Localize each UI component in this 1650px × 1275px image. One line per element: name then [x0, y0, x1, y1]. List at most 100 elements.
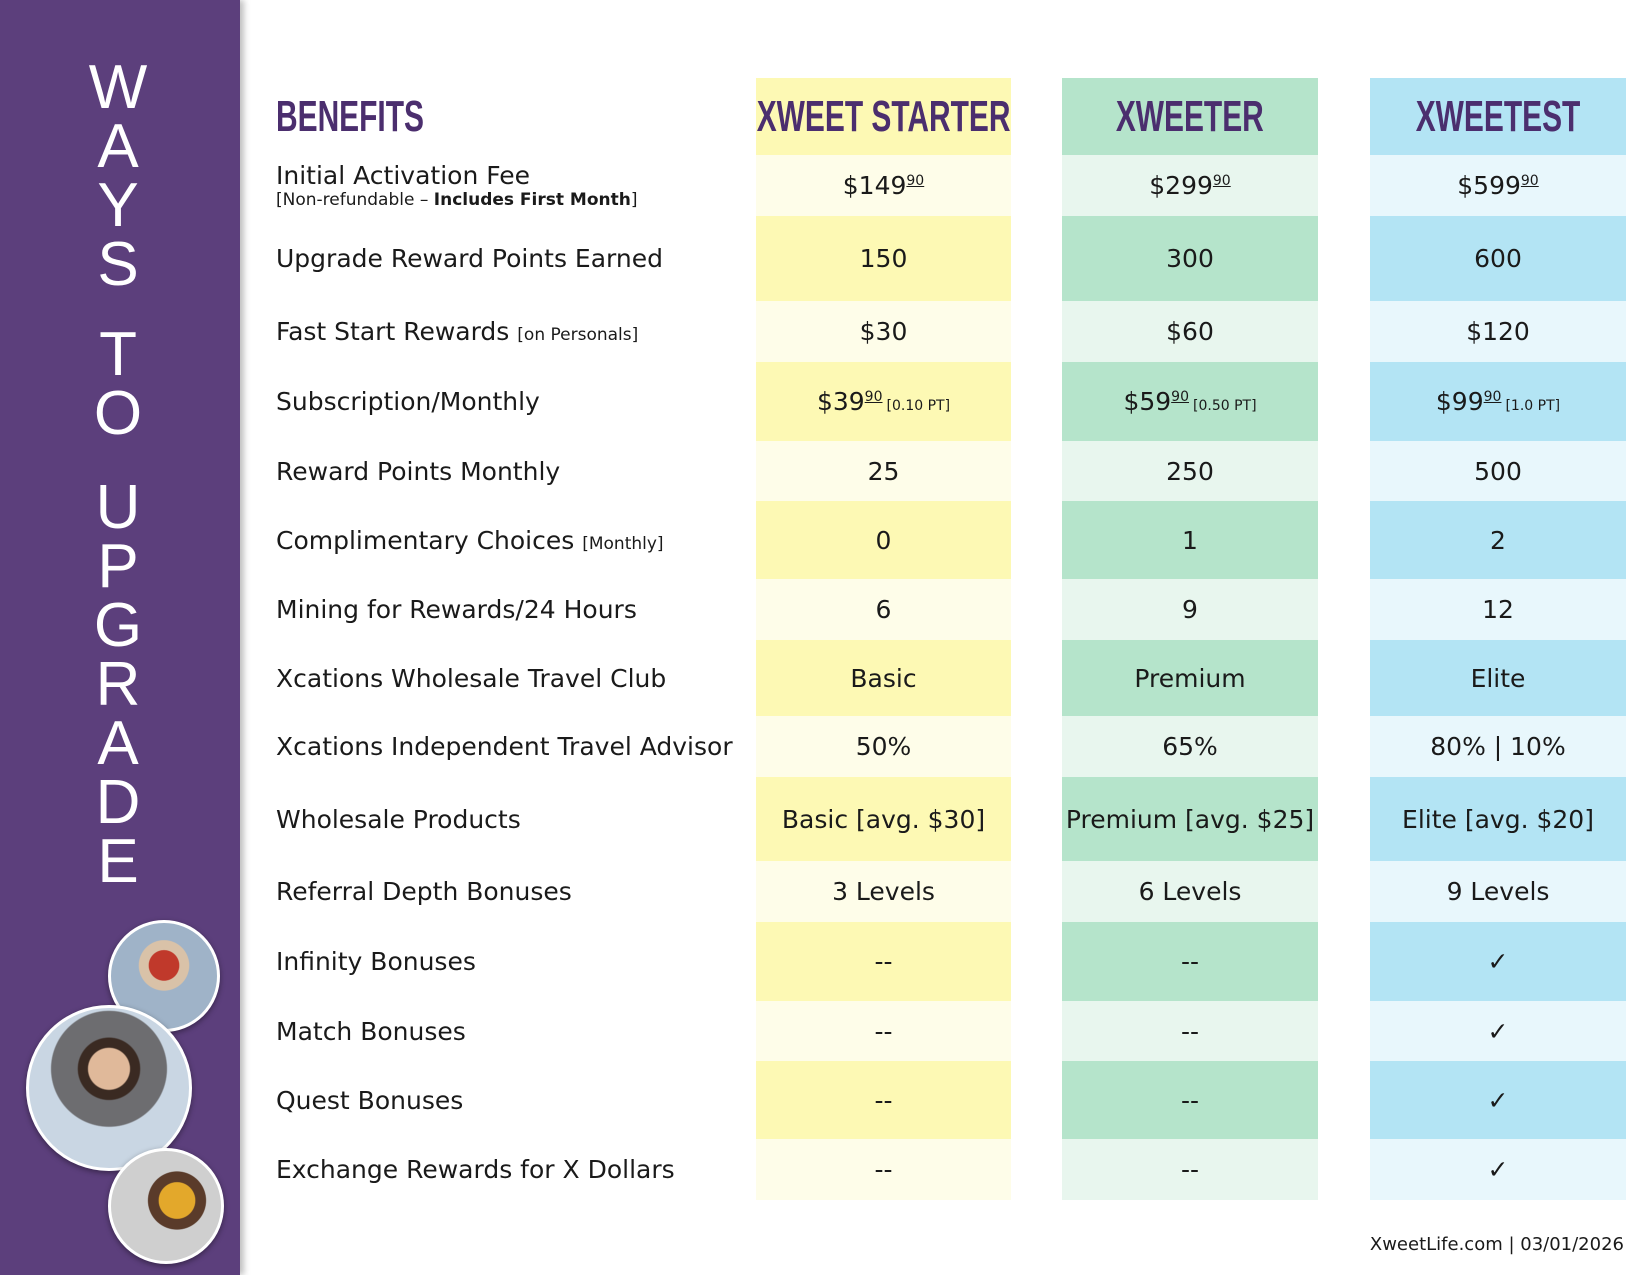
label-line: Reward Points Monthly	[276, 457, 746, 486]
cell-main: Elite [avg. $20]	[1402, 804, 1594, 834]
cell-value: ✓	[1488, 1017, 1509, 1046]
cell-value: 600	[1474, 244, 1522, 273]
cell-value: 2	[1490, 526, 1506, 555]
table-cell: --	[1062, 1001, 1318, 1061]
cell-main: 65%	[1162, 732, 1218, 761]
cell-main: $120	[1466, 317, 1530, 346]
table-cell: $3990[0.10 PT]	[756, 362, 1011, 441]
cell-main: Premium [avg. $25]	[1065, 804, 1315, 834]
cell-main: --	[874, 947, 893, 976]
row-label: Infinity Bonuses	[276, 922, 746, 1001]
row-label: Upgrade Reward Points Earned	[276, 216, 746, 301]
table-cell: 150	[756, 216, 1011, 301]
table-cell: 9 Levels	[1370, 861, 1626, 922]
note-text: ]	[630, 190, 638, 210]
cell-main: $149	[842, 171, 907, 200]
table-cell: 250	[1062, 441, 1318, 501]
label-line: Infinity Bonuses	[276, 947, 746, 976]
cell-value: --	[874, 1155, 892, 1184]
label-note: [Monthly]	[582, 533, 664, 554]
table-cell: ✓	[1370, 1001, 1626, 1061]
cell-value: $5990[0.50 PT]	[1123, 387, 1256, 416]
sidebar-word: UPGRADE	[93, 473, 143, 896]
cell-main: 9 Levels	[1446, 877, 1550, 906]
cell-points: [0.50 PT]	[1193, 398, 1257, 414]
label-line: Initial Activation Fee	[276, 161, 746, 190]
row-label: Subscription/Monthly	[276, 362, 746, 441]
footer: XweetLife.com | 03/01/2026	[1369, 1234, 1624, 1255]
label-text: Subscription/Monthly	[276, 387, 540, 416]
cell-main: --	[874, 1016, 893, 1046]
cell-main: 150	[859, 244, 908, 273]
table-cell: 600	[1370, 216, 1626, 301]
label-text: Initial Activation Fee	[276, 161, 531, 190]
label-line: Fast Start Rewards [on Personals]	[276, 317, 746, 346]
table-cell: 1	[1062, 501, 1318, 579]
cell-main: 1	[1182, 525, 1198, 555]
label-text: Xcations Wholesale Travel Club	[276, 663, 667, 693]
row-label: Xcations Wholesale Travel Club	[276, 640, 746, 716]
cell-main: Elite	[1470, 663, 1526, 693]
cell-value: $9990[1.0 PT]	[1436, 387, 1560, 416]
label-note: [on Personals]	[517, 325, 639, 345]
cell-main: 25	[867, 456, 900, 486]
note-bold: Includes First Month	[433, 190, 631, 210]
label-line: Quest Bonuses	[276, 1086, 746, 1115]
table-cell: ✓	[1370, 1139, 1626, 1200]
row-label: Match Bonuses	[276, 1001, 746, 1061]
cell-main: ✓	[1487, 1155, 1509, 1184]
cell-main: --	[1180, 1155, 1200, 1184]
cell-main: 0	[875, 525, 892, 555]
plan-header: XWEET STARTER	[756, 78, 1011, 155]
row-label: Quest Bonuses	[276, 1061, 746, 1139]
cell-main: Premium	[1134, 663, 1246, 693]
header-text: XWEET STARTER	[756, 91, 1011, 141]
row-label: Initial Activation Fee [Non-refundable – …	[276, 155, 746, 216]
label-text: Xcations Independent Travel Advisor	[276, 732, 733, 761]
cell-main: ✓	[1487, 1085, 1509, 1115]
label-line: Exchange Rewards for X Dollars	[276, 1155, 746, 1184]
row-label: Mining for Rewards/24 Hours	[276, 579, 746, 640]
cell-main: 6 Levels	[1138, 877, 1242, 906]
cell-value: 6	[876, 595, 892, 624]
cell-value: $120	[1466, 317, 1530, 346]
cell-value: 9	[1182, 595, 1198, 624]
cell-value: ✓	[1488, 1086, 1509, 1115]
note-text: [Non-refundable –	[276, 190, 434, 210]
cell-main: --	[1180, 1085, 1200, 1115]
cell-value: --	[874, 947, 892, 976]
cell-main: $30	[859, 317, 908, 346]
table-cell: Basic	[756, 640, 1011, 716]
table-cell: --	[756, 1139, 1011, 1200]
table-cell: 9	[1062, 579, 1318, 640]
row-label: Xcations Independent Travel Advisor	[276, 716, 746, 777]
table-cell: 2	[1370, 501, 1626, 579]
cell-main: 2	[1490, 525, 1506, 555]
cell-main: 3 Levels	[832, 877, 935, 906]
cell-value: $3990[0.10 PT]	[817, 387, 950, 416]
label-text: Mining for Rewards/24 Hours	[276, 595, 637, 624]
cell-main: 50%	[855, 732, 912, 761]
table-cell: 6	[756, 579, 1011, 640]
cell-main: 6	[875, 595, 892, 624]
table-cell: --	[1062, 1139, 1318, 1200]
table-cell: --	[756, 1061, 1011, 1139]
table-cell: --	[1062, 922, 1318, 1001]
cell-cents: 90	[864, 389, 883, 405]
cell-cents: 90	[1483, 389, 1502, 405]
label-line: Wholesale Products	[276, 805, 746, 834]
cell-main: $59	[1123, 387, 1172, 416]
label-text: Upgrade Reward Points Earned	[276, 244, 663, 273]
label-line: Xcations Independent Travel Advisor	[276, 732, 746, 761]
table-cell: $29990	[1062, 155, 1318, 216]
table-cell: 80% | 10%	[1370, 716, 1626, 777]
row-label: Referral Depth Bonuses	[276, 861, 746, 922]
label-text: Complimentary Choices	[276, 525, 575, 555]
table-cell: ✓	[1370, 922, 1626, 1001]
cell-value: Basic [avg. $30]	[782, 805, 985, 834]
table-cell: --	[756, 1001, 1011, 1061]
cell-main: 250	[1166, 456, 1214, 486]
table-cell: $30	[756, 301, 1011, 362]
cell-value: 6 Levels	[1139, 877, 1242, 906]
sidebar-word: TO	[93, 320, 143, 448]
